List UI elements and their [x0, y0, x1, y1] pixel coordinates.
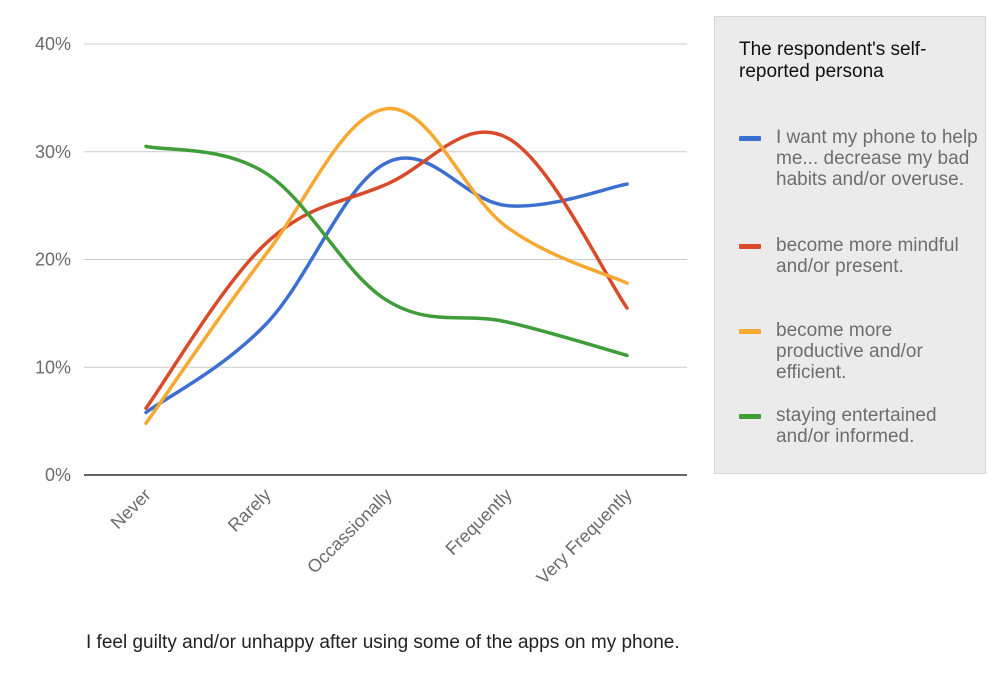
- legend-title: The respondent's self-reported persona: [739, 39, 927, 82]
- y-axis-ticks: 0% 10% 20% 30% 40%: [35, 34, 71, 485]
- x-tick-label: Never: [107, 485, 155, 533]
- series-line-productive: [144, 106, 629, 426]
- y-tick-label: 10%: [35, 357, 71, 377]
- y-tick-label: 20%: [35, 250, 71, 270]
- legend-label: become more productive and/or efficient.: [776, 320, 923, 383]
- legend-swatch: [739, 414, 761, 419]
- x-tick-label: Occassionally: [303, 485, 396, 578]
- legend-swatch: [739, 329, 761, 334]
- x-tick-label: Frequently: [442, 485, 516, 559]
- series-line-entertained: [144, 144, 629, 358]
- legend-label: become more mindful and/or present.: [776, 235, 959, 277]
- legend: The respondent's self-reported persona I…: [714, 16, 986, 474]
- y-tick-label: 0%: [45, 465, 71, 485]
- series-line-mindful: [144, 130, 629, 410]
- x-tick-label: Very Frequently: [533, 485, 636, 588]
- x-axis-ticks: Never Rarely Occassionally Frequently Very F…: [107, 485, 636, 588]
- legend-swatch: [739, 136, 761, 141]
- y-tick-label: 30%: [35, 142, 71, 162]
- legend-label: I want my phone to help me... decrease m…: [776, 127, 978, 190]
- legend-label: staying entertained and/or informed.: [776, 405, 937, 447]
- y-tick-label: 40%: [35, 34, 71, 54]
- legend-swatch: [739, 244, 761, 249]
- x-tick-label: Rarely: [224, 485, 275, 536]
- series-lines: [144, 106, 629, 426]
- x-axis-title: I feel guilty and/or unhappy after using…: [86, 632, 680, 653]
- series-line-decrease-bad-habits: [144, 156, 629, 415]
